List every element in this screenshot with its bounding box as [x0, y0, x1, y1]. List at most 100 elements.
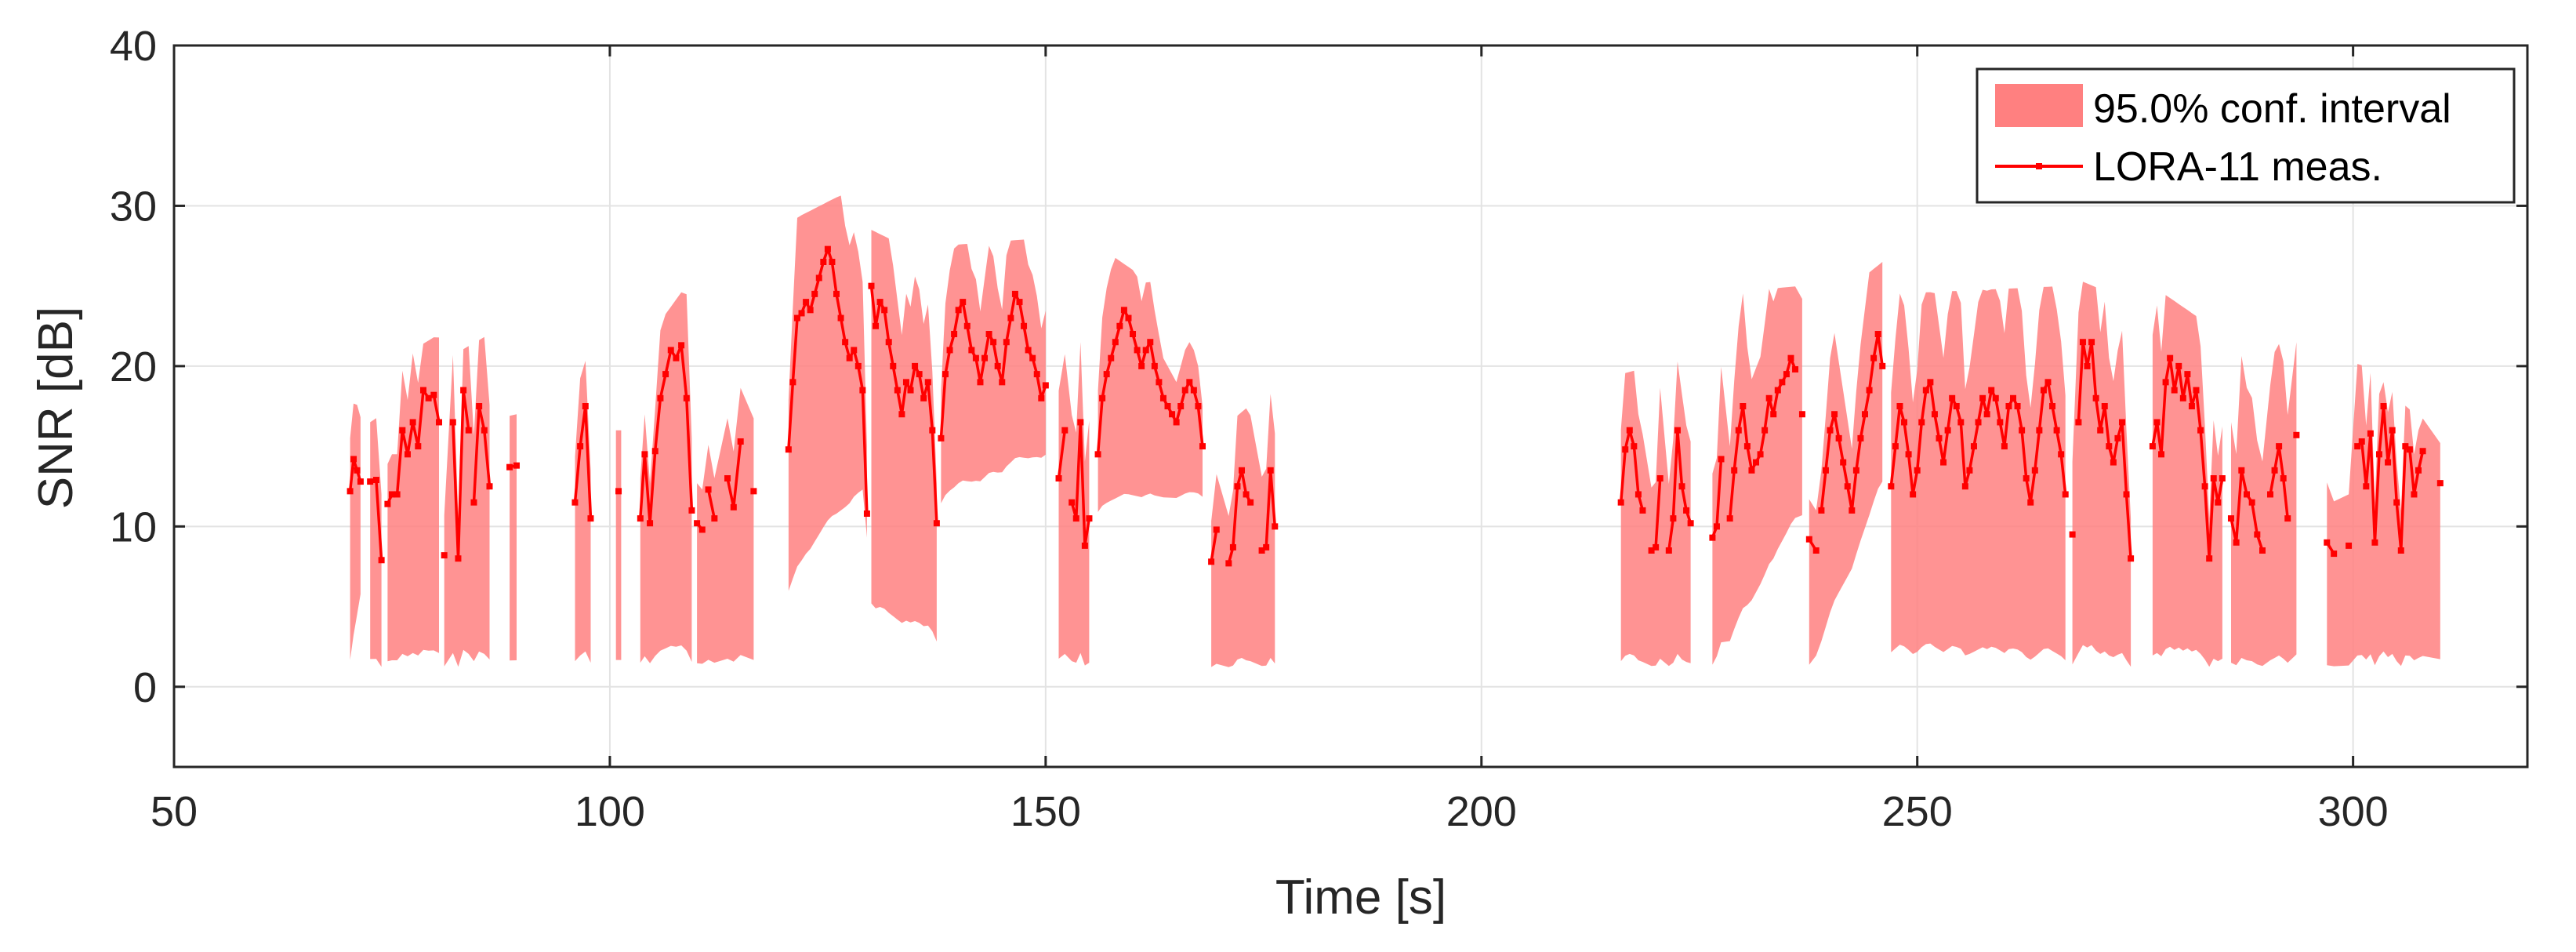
meas-point [2254, 531, 2261, 538]
conf-interval-band-20 [2152, 295, 2222, 667]
meas-point [1892, 443, 1899, 450]
meas-point [641, 451, 648, 458]
meas-point [890, 362, 897, 369]
meas-point [2389, 427, 2396, 434]
meas-point [1975, 419, 1982, 426]
meas-point [1003, 339, 1010, 346]
meas-point [2206, 555, 2213, 562]
meas-point [2023, 475, 2030, 481]
meas-point [698, 526, 706, 533]
meas-point [2238, 467, 2245, 474]
meas-point [2402, 443, 2409, 450]
meas-point [2001, 443, 2008, 450]
meas-point [470, 499, 477, 506]
meas-point [1940, 459, 1947, 466]
x-tick-label: 50 [151, 788, 198, 835]
meas-point [2363, 483, 2370, 490]
meas-point [1103, 371, 1110, 378]
meas-point [963, 322, 971, 329]
meas-point [1879, 362, 1886, 369]
meas-point [2118, 419, 2125, 426]
meas-point [985, 331, 992, 337]
meas-point [2069, 531, 2076, 538]
meas-point [868, 282, 875, 289]
meas-point [972, 354, 979, 362]
meas-point [1922, 387, 1929, 394]
y-tick-label: 20 [110, 343, 157, 391]
meas-point [1997, 419, 2004, 426]
meas-point [367, 478, 374, 485]
meas-line-segment-28 [1728, 356, 1797, 519]
meas-point [2053, 427, 2060, 434]
meas-point [1726, 515, 1733, 522]
meas-point [859, 387, 866, 394]
meas-point [1792, 365, 1799, 372]
meas-point [2031, 467, 2038, 474]
meas-point [577, 443, 584, 450]
meas-point [673, 354, 680, 362]
y-tick-label: 30 [110, 183, 157, 230]
meas-point [705, 486, 712, 493]
meas-point [1761, 427, 1769, 434]
meas-line-segment-41 [2356, 405, 2425, 552]
x-axis-label: Time [s] [1275, 870, 1446, 925]
meas-point [399, 427, 406, 434]
meas-point [2406, 446, 2413, 453]
conf-interval-band-4 [510, 414, 517, 661]
meas-point [2110, 459, 2117, 466]
meas-point [425, 394, 432, 402]
meas-point [2397, 547, 2404, 554]
meas-point [2324, 539, 2331, 546]
meas-point [1186, 379, 1193, 386]
meas-point [1025, 347, 1032, 354]
meas-point [2010, 394, 2017, 402]
x-tick-label: 250 [1882, 788, 1953, 835]
meas-point [1021, 322, 1028, 329]
meas-point [1674, 427, 1681, 434]
meas-point [2019, 427, 2026, 434]
meas-point [1639, 507, 1646, 514]
meas-point [1709, 534, 1716, 541]
meas-point [876, 299, 883, 306]
meas-point [1870, 354, 1878, 362]
meas-point [378, 557, 385, 564]
meas-point [968, 347, 975, 354]
meas-point [2271, 467, 2278, 474]
meas-line-segment-5 [452, 388, 470, 560]
meas-point [2393, 499, 2400, 506]
meas-point [1953, 403, 1960, 409]
meas-point [2276, 443, 2283, 450]
meas-point [1164, 403, 1171, 409]
meas-point [1812, 547, 1820, 554]
meas-point [1783, 371, 1790, 378]
meas-point [1263, 543, 1270, 550]
meas-point [1195, 403, 1202, 409]
x-tick-label: 200 [1446, 788, 1517, 835]
meas-point [846, 354, 853, 362]
meas-point [2436, 480, 2444, 487]
meas-point [460, 387, 467, 394]
meas-point [2248, 499, 2255, 506]
meas-point [1151, 362, 1158, 369]
meas-point [851, 347, 858, 354]
meas-point [2415, 467, 2422, 474]
meas-point [2079, 339, 2086, 346]
meas-point [587, 515, 594, 522]
meas-point [1190, 387, 1197, 394]
meas-point [1988, 387, 1995, 394]
meas-point [2044, 379, 2052, 386]
meas-point [2040, 387, 2047, 394]
meas-point [1753, 459, 1760, 466]
meas-point [789, 379, 796, 386]
meas-point [1169, 411, 1176, 418]
meas-point [2293, 431, 2300, 438]
meas-point [1272, 523, 1279, 530]
meas-point [430, 391, 437, 398]
meas-point [898, 411, 905, 418]
meas-point [1007, 314, 1014, 322]
conf-interval-band-7 [640, 292, 692, 663]
meas-point [2367, 430, 2374, 437]
meas-point [2005, 403, 2012, 409]
meas-point [1798, 411, 1805, 418]
meas-point [1234, 483, 1241, 490]
